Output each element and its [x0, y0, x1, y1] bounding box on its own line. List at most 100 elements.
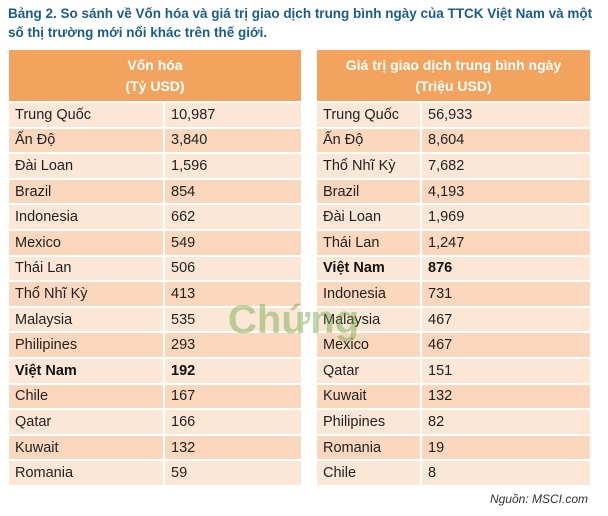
country-cell: Indonesia: [9, 204, 165, 231]
country-cell: Brazil: [9, 178, 165, 206]
country-cell: Brazil: [317, 178, 422, 206]
value-cell: 7,682: [421, 153, 591, 180]
value-cell: 293: [164, 332, 301, 359]
avg-trading-value-row: Kuwait 132: [317, 383, 591, 411]
avg-trading-value-row: Qatar 151: [317, 357, 591, 385]
country-cell: Romania: [317, 434, 422, 462]
avg-trading-value-row: Chile 8: [317, 460, 591, 487]
value-cell: 59: [164, 460, 301, 487]
value-cell: 4,193: [421, 178, 591, 206]
market-cap-row: Thổ Nhĩ Kỳ 413: [9, 281, 301, 308]
country-cell: Kuwait: [9, 434, 165, 462]
market-cap-row: Indonesia 662: [9, 204, 301, 231]
country-cell: Thái Lan: [317, 229, 422, 257]
country-cell: Philipines: [317, 409, 422, 436]
value-cell: 1,247: [421, 229, 591, 257]
avg-trading-value-row: Philipines 82: [317, 409, 591, 436]
country-cell: Mexico: [317, 332, 422, 359]
market-cap-row: Romania 59: [9, 460, 301, 487]
value-cell: 192: [164, 357, 301, 385]
country-cell: Thổ Nhĩ Kỳ: [9, 281, 165, 308]
table-caption: Bảng 2. So sánh về Vốn hóa và giá trị gi…: [8, 6, 593, 40]
value-cell: 535: [164, 306, 301, 334]
country-cell: Malaysia: [9, 306, 165, 334]
market-cap-row: Qatar 166: [9, 409, 301, 436]
country-cell: Thổ Nhĩ Kỳ: [317, 153, 422, 180]
value-cell: 1,969: [421, 204, 591, 231]
market-cap-header-title: Vốn hóa: [127, 56, 183, 73]
value-cell: 467: [421, 306, 591, 334]
value-cell: 1,596: [164, 153, 301, 180]
country-cell: Romania: [9, 460, 165, 487]
market-cap-row: Philipines 293: [9, 332, 301, 359]
value-cell: 876: [421, 255, 591, 283]
avg-trading-value-row: Mexico 467: [317, 332, 591, 359]
country-cell: Qatar: [317, 357, 422, 385]
country-cell: Việt Nam: [317, 255, 422, 283]
country-cell: Mexico: [9, 229, 165, 257]
avg-trading-value-row: Thổ Nhĩ Kỳ 7,682: [317, 153, 591, 180]
country-cell: Chile: [9, 383, 165, 411]
avg-trading-value-row: Việt Nam 876: [317, 255, 591, 283]
country-cell: Ấn Độ: [317, 127, 422, 155]
source-note: Nguồn: MSCI.com: [489, 492, 588, 506]
market-cap-header: Vốn hóa (Tỷ USD): [9, 50, 301, 103]
avg-trading-value-row: Romania 19: [317, 434, 591, 462]
avg-trading-value-row: Đài Loan 1,969: [317, 204, 591, 231]
country-cell: Trung Quốc: [9, 102, 165, 129]
market-cap-row: Mexico 549: [9, 229, 301, 257]
country-cell: Indonesia: [317, 281, 422, 308]
avg-trading-value-table: Giá trị giao dịch trung bình ngày (Triệu…: [317, 50, 591, 487]
value-cell: 82: [421, 409, 591, 436]
avg-trading-value-row: Thái Lan 1,247: [317, 229, 591, 257]
value-cell: 413: [164, 281, 301, 308]
market-cap-row: Malaysia 535: [9, 306, 301, 334]
value-cell: 56,933: [421, 102, 591, 129]
market-cap-row: Kuwait 132: [9, 434, 301, 462]
value-cell: 662: [164, 204, 301, 231]
avg-trading-value-row: Malaysia 467: [317, 306, 591, 334]
country-cell: Việt Nam: [9, 357, 165, 385]
value-cell: 549: [164, 229, 301, 257]
value-cell: 151: [421, 357, 591, 385]
value-cell: 467: [421, 332, 591, 359]
country-cell: Malaysia: [317, 306, 422, 334]
avg-trading-value-header-unit: (Triệu USD): [415, 77, 492, 94]
market-cap-row: Việt Nam 192: [9, 357, 301, 385]
market-cap-row: Brazil 854: [9, 178, 301, 206]
market-cap-table: Vốn hóa (Tỷ USD) Trung Quốc 10,987 Ấn Độ 3,…: [9, 50, 301, 487]
country-cell: Đài Loan: [317, 204, 422, 231]
value-cell: 19: [421, 434, 591, 462]
avg-trading-value-header-title: Giá trị giao dịch trung bình ngày: [345, 56, 562, 73]
avg-trading-value-row: Ấn Độ 8,604: [317, 127, 591, 155]
market-cap-header-unit: (Tỷ USD): [125, 77, 185, 94]
country-cell: Chile: [317, 460, 422, 487]
market-cap-rows: Trung Quốc 10,987 Ấn Độ 3,840 Đài Loan 1,596 B…: [9, 102, 301, 487]
value-cell: 8,604: [421, 127, 591, 155]
value-cell: 10,987: [164, 102, 301, 129]
country-cell: Thái Lan: [9, 255, 165, 283]
market-cap-row: Thái Lan 506: [9, 255, 301, 283]
country-cell: Trung Quốc: [317, 102, 422, 129]
value-cell: 8: [421, 460, 591, 487]
value-cell: 132: [164, 434, 301, 462]
avg-trading-value-header: Giá trị giao dịch trung bình ngày (Triệu…: [317, 50, 591, 103]
value-cell: 167: [164, 383, 301, 411]
avg-trading-value-row: Indonesia 731: [317, 281, 591, 308]
value-cell: 166: [164, 409, 301, 436]
value-cell: 132: [421, 383, 591, 411]
value-cell: 731: [421, 281, 591, 308]
country-cell: Đài Loan: [9, 153, 165, 180]
avg-trading-value-row: Trung Quốc 56,933: [317, 102, 591, 129]
avg-trading-value-row: Brazil 4,193: [317, 178, 591, 206]
value-cell: 506: [164, 255, 301, 283]
market-cap-row: Đài Loan 1,596: [9, 153, 301, 180]
market-cap-row: Trung Quốc 10,987: [9, 102, 301, 129]
market-cap-row: Ấn Độ 3,840: [9, 127, 301, 155]
avg-trading-value-rows: Trung Quốc 56,933 Ấn Độ 8,604 Thổ Nhĩ Kỳ 7,68…: [317, 102, 591, 487]
country-cell: Philipines: [9, 332, 165, 359]
market-cap-row: Chile 167: [9, 383, 301, 411]
country-cell: Kuwait: [317, 383, 422, 411]
value-cell: 3,840: [164, 127, 301, 155]
country-cell: Qatar: [9, 409, 165, 436]
